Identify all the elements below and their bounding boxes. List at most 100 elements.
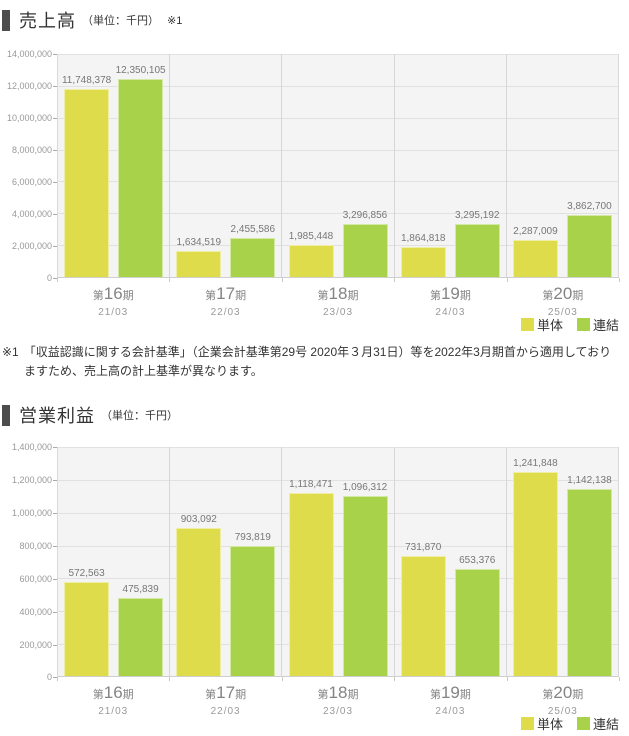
bar-value-label: 1,142,138 xyxy=(567,474,612,486)
x-axis-label: 第19期 24/03 xyxy=(394,683,506,717)
y-axis-tick xyxy=(53,54,57,55)
bar-group: 903,092 793,819 xyxy=(170,447,283,677)
y-axis-tick xyxy=(53,578,57,580)
bar-単体-第19期: 731,870 xyxy=(400,542,446,677)
x-axis-tick xyxy=(394,278,396,282)
y-axis-label: 10,000,000 xyxy=(6,113,52,123)
gridline xyxy=(58,643,618,645)
y-axis-tick xyxy=(53,677,57,679)
y-axis-tick xyxy=(53,480,57,482)
gridline xyxy=(58,545,618,547)
y-axis-label: 1,000,000 xyxy=(11,508,52,519)
x-axis-sublabel: 24/03 xyxy=(435,706,466,718)
y-axis-tick xyxy=(53,150,57,151)
y-axis-tick xyxy=(53,246,57,247)
bar-単体-第18期: 1,985,448 xyxy=(288,231,334,277)
x-axis-ticks xyxy=(57,677,620,682)
y-axis-tick xyxy=(53,611,57,613)
chart-legend: 単体 連結 xyxy=(57,316,619,333)
bar-group: 731,870 653,376 xyxy=(395,447,507,677)
y-axis: 14,000,000 12,000,000 10,000,000 8,000,000 6… xyxy=(0,49,57,283)
x-axis-sublabel: 21/03 xyxy=(98,307,129,318)
bar-連結-第16期: 475,839 xyxy=(118,584,164,677)
y-axis-label: 0 xyxy=(46,672,52,683)
y-axis-label: 0 xyxy=(46,273,52,283)
x-axis-sublabel: 25/03 xyxy=(547,706,578,718)
gridline xyxy=(58,578,618,580)
y-axis-label: 800,000 xyxy=(19,540,52,551)
bar-value-label: 1,985,448 xyxy=(288,231,334,243)
bar-value-label: 2,455,586 xyxy=(230,223,276,235)
bar-連結-第18期: 1,096,312 xyxy=(342,482,388,677)
bar-単体-第20期: 1,241,848 xyxy=(512,458,558,677)
bar-groups: 572,563 475,839 903,092 793,819 1,118,471 1,0… xyxy=(58,447,618,677)
bar-単体-第17期: 1,634,519 xyxy=(176,237,222,277)
y-axis-tick xyxy=(53,644,57,646)
title-marker xyxy=(2,9,10,31)
sales-chart-section: 売上高 （単位：千円） ※1 14,000,000 12,000,000 10,00… xyxy=(0,8,620,333)
x-axis-label: 第16期 21/03 xyxy=(57,284,169,318)
x-axis-tick xyxy=(169,278,171,282)
x-axis-label: 第18期 23/03 xyxy=(282,683,394,717)
gridline xyxy=(58,610,618,612)
bar-group: 1,985,448 3,296,856 xyxy=(282,54,395,277)
chart-header: 営業利益 （単位：千円） xyxy=(2,403,619,427)
bar-value-label: 1,118,471 xyxy=(289,478,333,490)
x-axis-label: 第20期 25/03 xyxy=(507,683,619,717)
bar-groups: 11,748,378 12,350,105 1,634,519 2,455,586 1,… xyxy=(58,54,618,277)
bar-value-label: 475,839 xyxy=(122,584,159,596)
y-axis-label: 400,000 xyxy=(19,606,52,617)
bar-連結-第18期: 3,296,856 xyxy=(342,210,388,277)
gridline xyxy=(58,117,618,119)
x-axis-tick xyxy=(619,677,620,682)
legend-item-単体: 単体 xyxy=(520,316,563,333)
legend-swatch xyxy=(520,318,534,331)
x-axis-label: 第17期 22/03 xyxy=(169,683,281,717)
x-axis-sublabel: 22/03 xyxy=(210,706,241,718)
chart-unit-label: （単位：千円） xyxy=(101,410,178,423)
y-axis-tick xyxy=(53,278,57,279)
footnote-text: 「収益認識に関する会計基準」（企業会計基準第29号 2020年３月31日）等を2… xyxy=(23,345,612,379)
y-axis-label: 1,400,000 xyxy=(11,442,52,453)
y-axis-tick xyxy=(53,447,57,449)
gridline xyxy=(58,85,618,87)
x-axis-tick xyxy=(57,278,58,282)
chart-title: 営業利益 xyxy=(19,406,95,427)
footnote-marker: ※1 xyxy=(2,345,19,359)
chart-title: 売上高 xyxy=(19,11,76,31)
bar-group: 11,748,378 12,350,105 xyxy=(58,54,171,277)
bar-単体-第19期: 1,864,818 xyxy=(400,233,446,277)
y-axis-tick xyxy=(53,545,57,547)
y-axis-label: 12,000,000 xyxy=(6,81,52,91)
x-axis-ticks xyxy=(57,278,620,282)
bar-単体-第20期: 2,287,009 xyxy=(512,226,558,277)
bar-value-label: 11,748,378 xyxy=(61,75,112,86)
x-axis-sublabel: 21/03 xyxy=(98,706,129,718)
x-axis-sublabel: 25/03 xyxy=(547,307,578,318)
bar-連結-第19期: 653,376 xyxy=(454,555,500,677)
legend-label: 連結 xyxy=(592,318,619,333)
note-reference: ※1 xyxy=(167,14,183,27)
x-axis-sublabel: 24/03 xyxy=(435,307,466,318)
x-axis-label: 第19期 24/03 xyxy=(394,284,506,318)
x-axis-label: 第16期 21/03 xyxy=(57,683,169,717)
bar-group: 572,563 475,839 xyxy=(58,447,171,677)
bar-group: 2,287,009 3,862,700 xyxy=(507,54,618,277)
bar-連結-第16期: 12,350,105 xyxy=(116,65,166,277)
bar-value-label: 793,819 xyxy=(234,531,271,543)
y-axis-tick xyxy=(53,182,57,183)
y-axis-label: 14,000,000 xyxy=(6,49,52,59)
y-axis-label: 600,000 xyxy=(19,573,52,584)
bar-value-label: 731,870 xyxy=(405,542,442,554)
bar-value-label: 3,295,192 xyxy=(454,210,500,222)
bar-value-label: 653,376 xyxy=(459,555,496,567)
gridline xyxy=(58,480,618,482)
x-axis-tick xyxy=(506,677,508,682)
x-axis-sublabel: 23/03 xyxy=(323,706,354,718)
bar-value-label: 1,096,312 xyxy=(342,482,388,494)
bar-連結-第20期: 1,142,138 xyxy=(566,475,612,677)
y-axis-label: 2,000,000 xyxy=(11,241,52,251)
bar-連結-第17期: 793,819 xyxy=(230,532,276,677)
chart-header: 売上高 （単位：千円） ※1 xyxy=(2,8,619,32)
bar-chart: 1,400,000 1,200,000 1,000,000 800,000 600,00… xyxy=(0,442,619,682)
